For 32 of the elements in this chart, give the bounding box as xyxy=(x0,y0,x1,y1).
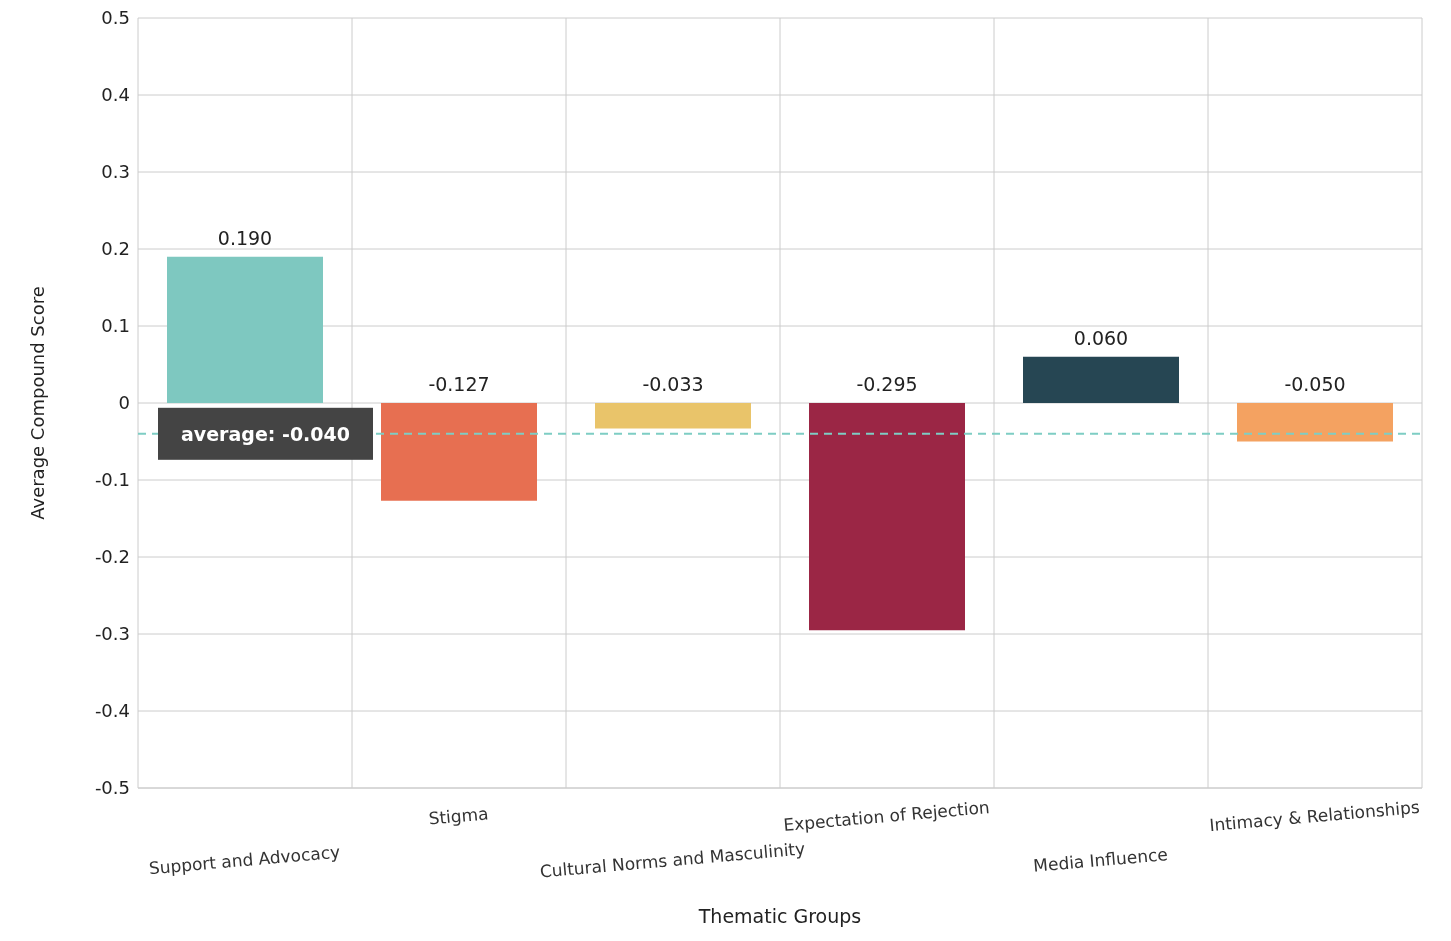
y-tick-label: 0.3 xyxy=(101,161,130,183)
data-label: -0.295 xyxy=(856,373,918,395)
x-tick-label: Expectation of Rejection xyxy=(782,797,991,835)
y-tick-label: 0.5 xyxy=(101,7,130,29)
y-tick-label: -0.3 xyxy=(94,623,130,645)
y-tick-label: -0.1 xyxy=(94,469,130,491)
x-tick-label: Stigma xyxy=(427,803,490,829)
data-label: 0.060 xyxy=(1073,326,1129,349)
x-tick-label: Media Influence xyxy=(1032,844,1169,876)
bar xyxy=(167,256,323,403)
y-axis-title: Average Compound Score xyxy=(27,286,49,520)
x-tick-label: Support and Advocacy xyxy=(148,841,341,879)
data-label: -0.033 xyxy=(642,373,704,395)
bar xyxy=(809,403,965,631)
data-label: -0.050 xyxy=(1284,373,1346,395)
x-axis-title: Thematic Groups xyxy=(697,905,862,927)
y-tick-label: -0.2 xyxy=(94,546,130,568)
x-tick-label: Intimacy & Relationships xyxy=(1208,796,1421,836)
y-tick-label: -0.4 xyxy=(94,700,130,722)
data-label: 0.190 xyxy=(217,226,273,249)
x-tick-label: Cultural Norms and Masculinity xyxy=(539,838,806,882)
y-tick-label: 0.2 xyxy=(101,238,130,260)
bar xyxy=(381,403,537,501)
y-tick-label: 0.1 xyxy=(101,315,130,337)
bar xyxy=(595,403,751,429)
y-tick-label: 0.4 xyxy=(101,84,130,106)
data-label: -0.127 xyxy=(428,373,490,395)
bar xyxy=(1023,356,1179,403)
y-tick-label: 0 xyxy=(118,392,130,414)
bar xyxy=(1237,403,1393,442)
y-tick-label: -0.5 xyxy=(94,777,130,799)
ref-line-label: average: -0.040 xyxy=(181,422,350,445)
